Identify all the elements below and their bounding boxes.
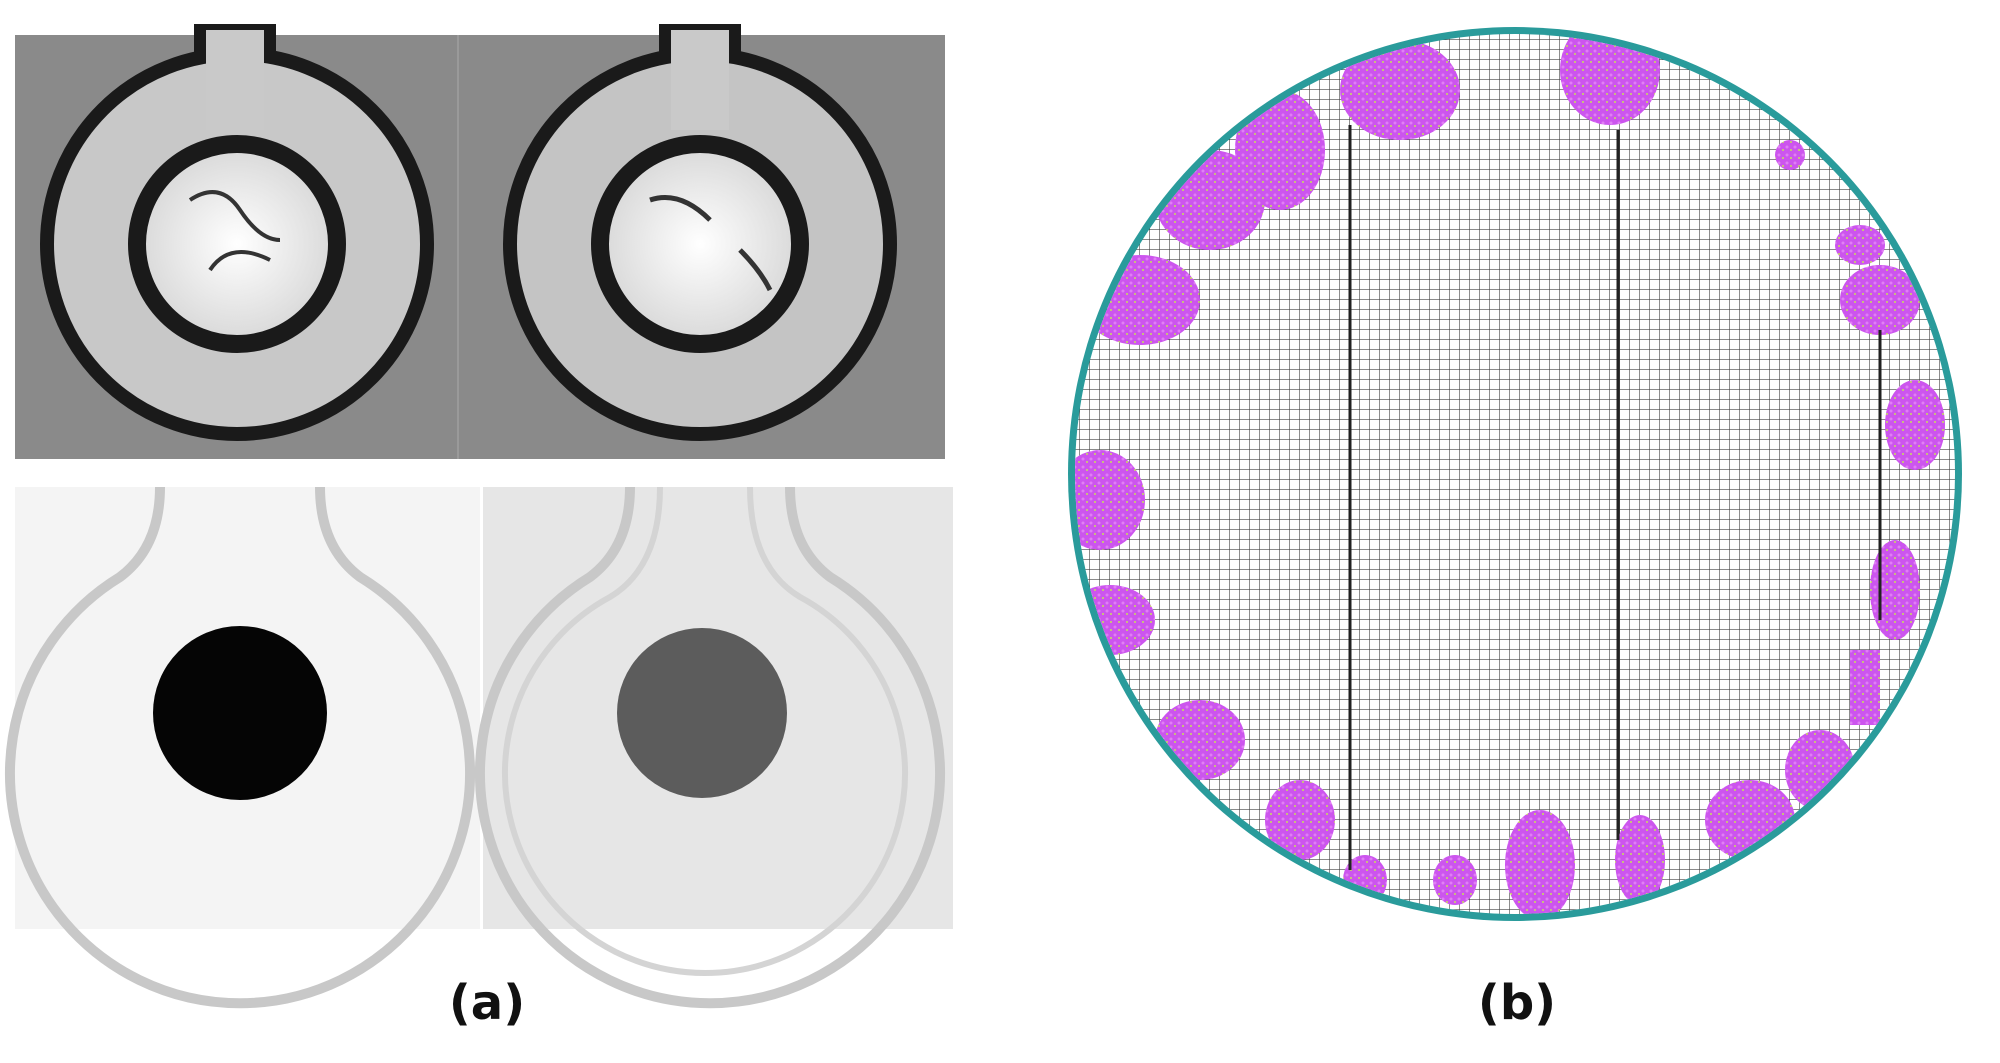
panel-label: (a) [449, 975, 525, 1031]
panel-label: (b) [1478, 975, 1556, 1031]
micrograph-bottom [5, 486, 953, 1009]
micrograph-top [15, 24, 945, 459]
wafer-map [1068, 27, 1962, 921]
